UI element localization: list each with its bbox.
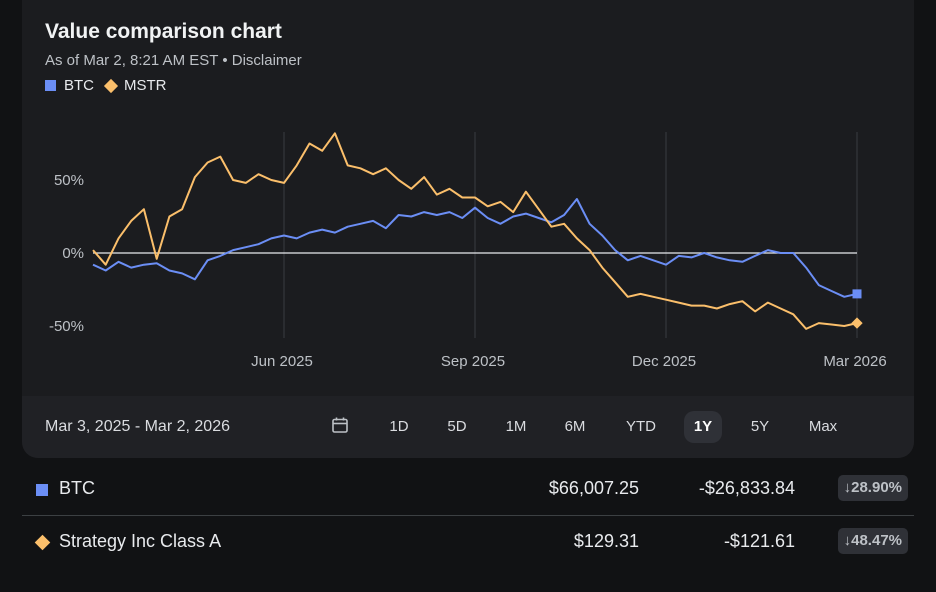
x-tick-label: Dec 2025 bbox=[632, 353, 696, 370]
series-line-mstr bbox=[92, 132, 858, 330]
percent-badge: ↓28.90% bbox=[837, 475, 908, 501]
comparison-line-chart[interactable]: 50% 0% -50% Jun 2025 Sep 2025 Dec 2025 Mar 202… bbox=[0, 0, 936, 396]
table-row-btc[interactable]: BTC $66,007.25 -$26,833.84 ↓28.90% bbox=[22, 465, 914, 515]
legend-btc: BTC bbox=[64, 77, 94, 94]
period-ytd[interactable]: YTD bbox=[626, 418, 656, 435]
x-tick-label: Jun 2025 bbox=[251, 353, 313, 370]
x-tick-label: Mar 2026 bbox=[823, 353, 886, 370]
mstr-diamond-icon bbox=[34, 534, 51, 551]
chart-card bbox=[22, 0, 914, 458]
y-tick-label: 50% bbox=[54, 172, 84, 189]
legend-mstr: MSTR bbox=[124, 77, 167, 94]
period-max[interactable]: Max bbox=[808, 418, 838, 435]
calendar-icon[interactable] bbox=[331, 416, 349, 434]
row-price: $66,007.25 bbox=[548, 478, 639, 498]
period-1d[interactable]: 1D bbox=[389, 418, 409, 435]
x-tick-label: Sep 2025 bbox=[441, 353, 505, 370]
row-change: -$26,833.84 bbox=[698, 478, 795, 498]
chart-subtitle: As of Mar 2, 8:21 AM EST • Disclaimer bbox=[45, 52, 302, 69]
btc-end-marker bbox=[852, 289, 862, 299]
period-5d[interactable]: 5D bbox=[447, 418, 467, 435]
row-change: -$121.61 bbox=[723, 531, 795, 551]
period-6m[interactable]: 6M bbox=[564, 418, 586, 435]
as-of-timestamp: As of Mar 2, 8:21 AM EST bbox=[45, 52, 219, 69]
period-1y[interactable]: 1Y bbox=[684, 411, 722, 443]
period-1m[interactable]: 1M bbox=[505, 418, 527, 435]
chart-title: Value comparison chart bbox=[45, 20, 282, 43]
period-5y[interactable]: 5Y bbox=[750, 418, 770, 435]
percent-badge: ↓48.47% bbox=[837, 528, 908, 554]
row-price: $129.31 bbox=[573, 531, 639, 551]
y-tick-label: -50% bbox=[49, 318, 84, 335]
row-name: BTC bbox=[59, 478, 95, 498]
y-tick-label: 0% bbox=[62, 245, 84, 262]
series-line-btc bbox=[92, 198, 858, 298]
date-range: Mar 3, 2025 - Mar 2, 2026 bbox=[45, 418, 230, 435]
mstr-end-marker bbox=[851, 317, 863, 329]
chart-legend: BTC MSTR bbox=[45, 77, 167, 94]
btc-legend-square-icon bbox=[45, 80, 56, 91]
row-name: Strategy Inc Class A bbox=[59, 531, 222, 551]
row-divider bbox=[22, 515, 914, 516]
subtitle-separator: • bbox=[222, 52, 228, 69]
range-bar bbox=[22, 396, 914, 458]
btc-square-icon bbox=[36, 484, 48, 496]
table-row-mstr[interactable]: Strategy Inc Class A $129.31 -$121.61 ↓4… bbox=[22, 518, 914, 568]
disclaimer-link[interactable]: Disclaimer bbox=[231, 52, 302, 69]
